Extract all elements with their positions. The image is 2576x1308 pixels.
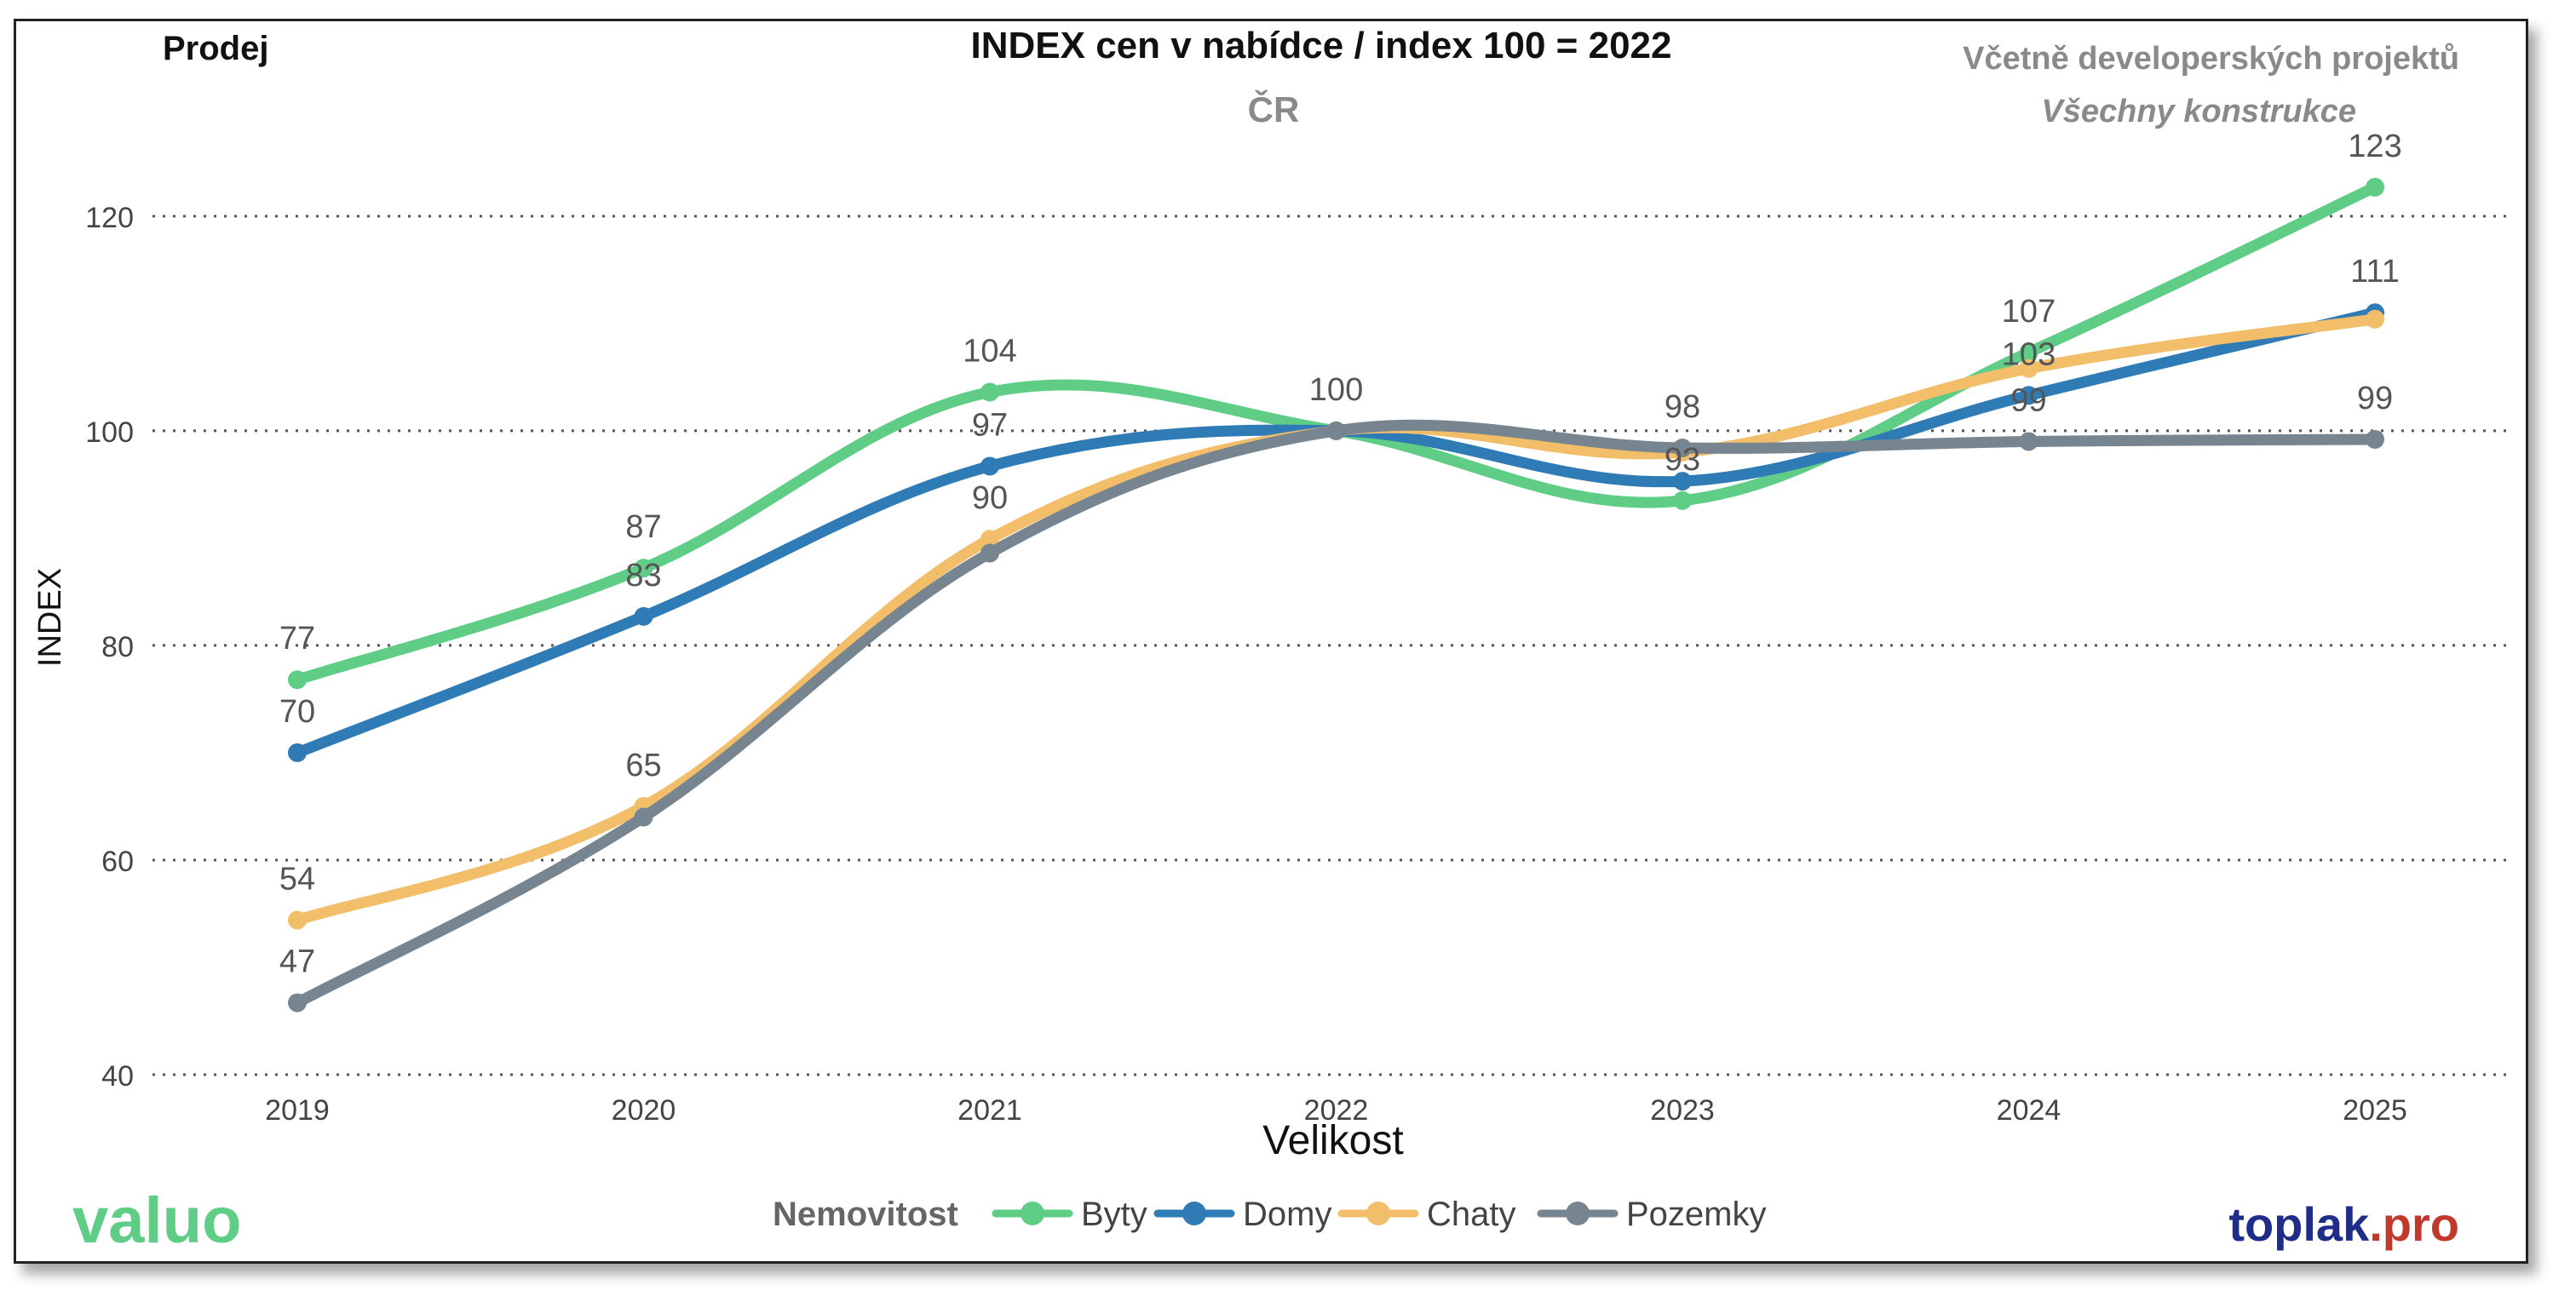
data-label-byty: 77: [279, 621, 315, 657]
point-byty-2023: [1673, 490, 1692, 510]
x-tick-label: 2022: [1304, 1094, 1369, 1127]
point-pozemky-2025: [2366, 429, 2384, 449]
point-pozemky-2020: [634, 807, 653, 827]
point-pozemky-2019: [288, 993, 307, 1013]
y-tick-label: 100: [85, 416, 134, 449]
point-byty-2024: [2019, 342, 2038, 362]
data-label-pozemky: 47: [279, 944, 315, 980]
x-tick-label: 2021: [957, 1094, 1022, 1127]
point-pozemky-2023: [1673, 439, 1692, 458]
data-label-chaty: 54: [279, 862, 315, 898]
x-tick-label: 2024: [1997, 1094, 2061, 1127]
note-construction: Všechny konstrukce: [2041, 94, 2356, 129]
point-byty-2021: [980, 382, 999, 402]
x-tick-label: 2019: [265, 1094, 330, 1127]
series-line-chaty: [291, 313, 2381, 926]
legend-label-byty: Byty: [1081, 1196, 1147, 1233]
data-label-domy: 103: [2002, 336, 2056, 372]
data-label-byty: 87: [625, 509, 661, 545]
series-layer: [288, 177, 2384, 1013]
data-label-pozemky: 100: [1309, 372, 1363, 408]
data-label-chaty: 90: [972, 480, 1008, 516]
point-pozemky-2021: [980, 543, 999, 563]
data-label-domy: 83: [625, 558, 661, 594]
data-label-domy: 111: [2350, 254, 2400, 290]
point-chaty-2024: [2019, 359, 2038, 378]
legend-title: Nemovitost: [773, 1196, 958, 1233]
x-axis-title: Velikost: [1262, 1118, 1403, 1163]
legend-items: Byty Domy Chaty Pozemky: [992, 1196, 1767, 1233]
data-label-byty: 104: [963, 333, 1016, 369]
point-domy-2023: [1673, 472, 1692, 491]
legend-label-pozemky: Pozemky: [1626, 1196, 1767, 1233]
point-chaty-2025: [2366, 309, 2384, 329]
note-developer: Včetně developerských projektů: [1963, 41, 2459, 77]
data-label-byty: 123: [2348, 129, 2401, 164]
region-label: ČR: [1248, 89, 1300, 129]
left-label: Prodej: [163, 30, 268, 67]
data-label-pozemky: 98: [1665, 389, 1700, 425]
legend-marker-domy: [1182, 1202, 1206, 1225]
data-label-chaty: 65: [625, 748, 661, 783]
data-label-pozemky: 99: [2010, 382, 2046, 418]
data-label-pozemky: 99: [2357, 381, 2393, 416]
series-line-pozemky: [291, 419, 2381, 1009]
legend-label-chaty: Chaty: [1427, 1196, 1516, 1233]
toplak-logo-main: toplak: [2228, 1197, 2370, 1251]
point-byty-2019: [288, 670, 307, 690]
y-axis-title: INDEX: [32, 568, 68, 667]
point-pozemky-2022: [1326, 421, 1346, 440]
y-tick-label: 40: [101, 1060, 134, 1093]
data-label-domy: 70: [279, 694, 315, 730]
legend-marker-pozemky: [1566, 1202, 1590, 1225]
data-label-extra: 93: [1665, 442, 1700, 478]
toplak-logo-suffix: .pro: [2369, 1197, 2459, 1251]
y-tick-label: 80: [101, 631, 134, 663]
point-domy-2021: [980, 456, 999, 476]
index-chart: Prodej INDEX cen v nabídce / index 100 =…: [32, 25, 2512, 1257]
point-byty-2020: [634, 559, 653, 578]
point-chaty-2019: [288, 910, 307, 930]
point-chaty-2021: [980, 530, 999, 549]
x-tick-label: 2025: [2343, 1094, 2407, 1127]
valuo-logo: valuo: [72, 1185, 242, 1257]
data-label-domy: 97: [972, 407, 1008, 443]
x-tick-label: 2023: [1650, 1094, 1715, 1127]
legend-marker-byty: [1021, 1202, 1044, 1225]
legend: Nemovitost Byty Domy Chaty Pozemky: [773, 1196, 1767, 1233]
point-pozemky-2024: [2019, 432, 2038, 451]
y-tick-label: 120: [85, 202, 134, 234]
y-tick-label: 60: [101, 846, 134, 878]
point-domy-2019: [288, 743, 307, 762]
point-domy-2024: [2019, 386, 2038, 405]
data-label-layer: 77 87 104 107 123 70 83 97 103 111 54 65 90 47 100 98 99…: [279, 129, 2402, 980]
point-byty-2025: [2366, 177, 2384, 197]
legend-marker-chaty: [1366, 1202, 1390, 1225]
x-tick-label: 2020: [612, 1094, 676, 1127]
data-label-byty: 107: [2002, 294, 2056, 330]
legend-label-domy: Domy: [1243, 1196, 1331, 1233]
toplak-logo: toplak.pro: [2228, 1197, 2459, 1251]
point-domy-2020: [634, 606, 653, 626]
chart-title: INDEX cen v nabídce / index 100 = 2022: [971, 25, 1672, 66]
chart-frame: Prodej INDEX cen v nabídce / index 100 =…: [14, 19, 2528, 1264]
axis-layer: 40 60 80 100 120 2019 2020 2021 2022 2023 2024 2025: [85, 202, 2407, 1127]
